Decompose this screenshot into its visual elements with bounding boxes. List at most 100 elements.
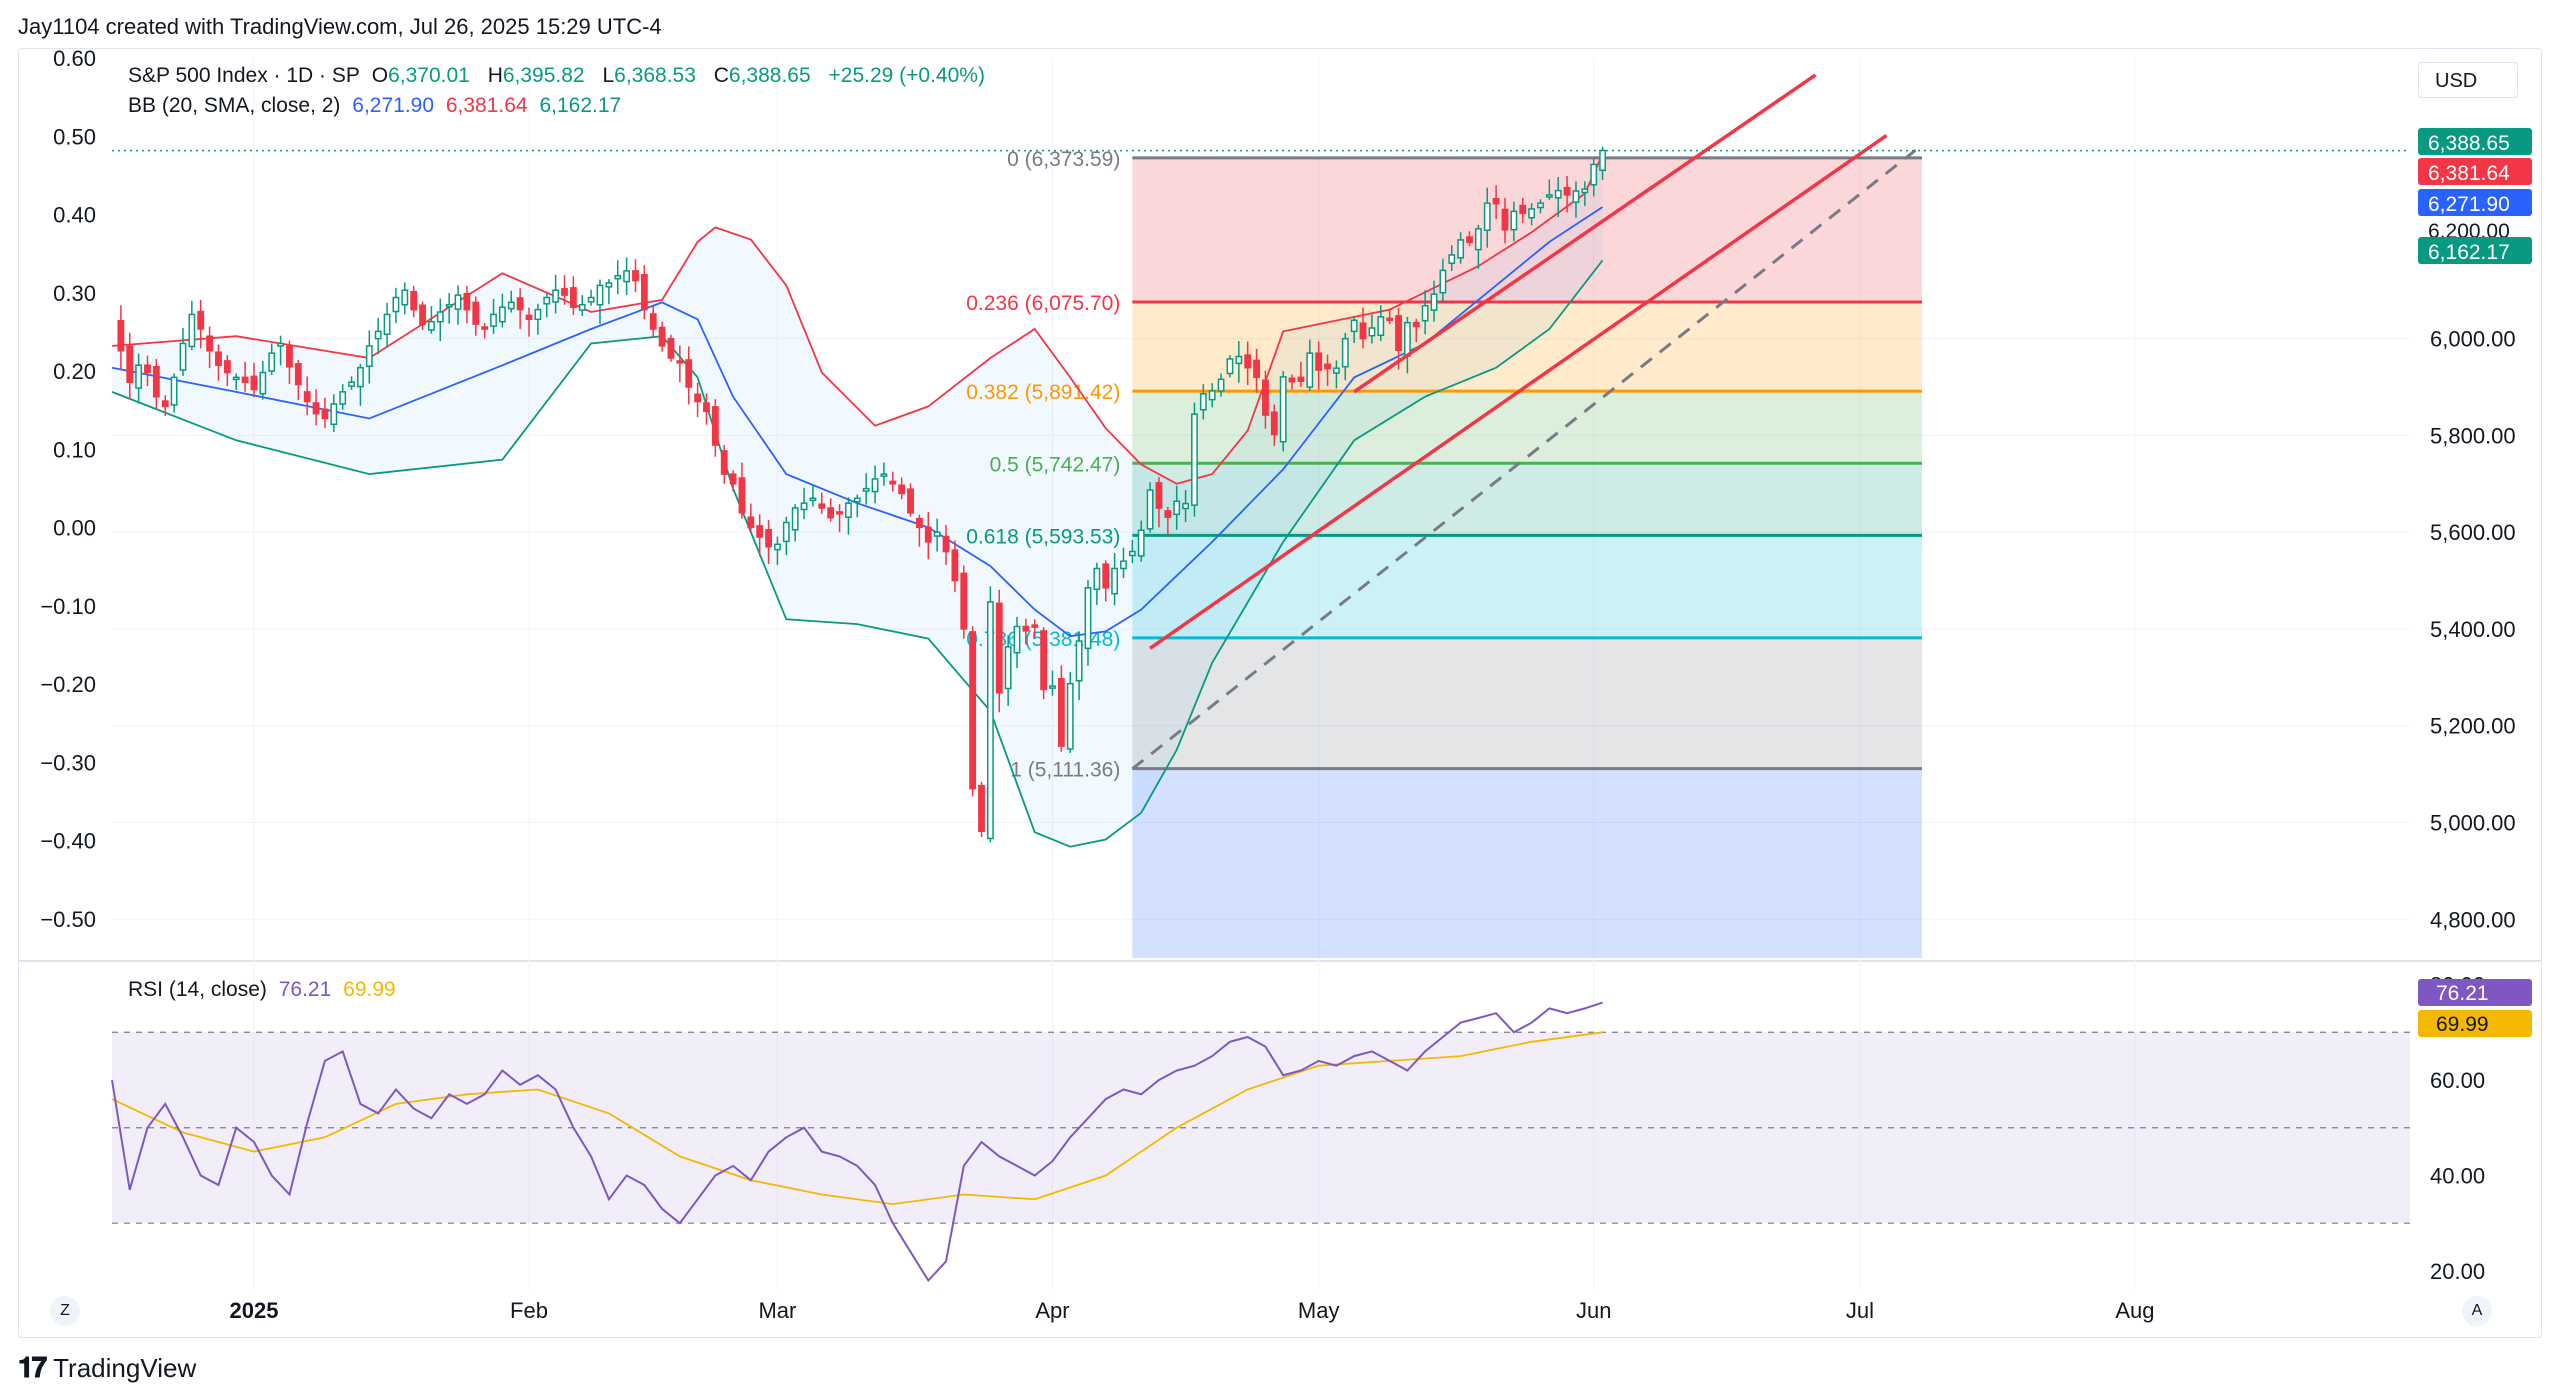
candle-body <box>1350 319 1358 333</box>
candle-body <box>703 402 710 412</box>
candle-body <box>516 297 524 311</box>
fib-zone <box>1132 535 1923 638</box>
rsi-label[interactable]: RSI (14, close) <box>128 978 267 1001</box>
price-badge <box>2418 189 2532 216</box>
candle-body <box>1128 550 1136 557</box>
candle-body <box>676 360 684 364</box>
left-axis-tick: 0.00 <box>53 516 96 541</box>
rsi-axis-tick: 40.00 <box>2430 1163 2485 1188</box>
candle-body <box>170 376 178 406</box>
price-badge <box>2418 128 2532 155</box>
currency-selector[interactable]: USD <box>2418 62 2518 98</box>
candle-body <box>1324 363 1331 370</box>
candle-body <box>809 497 817 502</box>
low-label: L <box>602 64 615 87</box>
candle-body <box>454 294 462 310</box>
candle-body <box>232 376 240 381</box>
candle-body <box>942 535 950 553</box>
price-axis-tick: 5,600.00 <box>2430 520 2516 545</box>
candle-body <box>1466 236 1473 244</box>
candle-body <box>472 301 480 325</box>
candle-body <box>1270 411 1278 436</box>
price-badge <box>2418 158 2532 185</box>
candle-body <box>1253 359 1260 379</box>
candle-body <box>1031 624 1039 628</box>
candle-body <box>1545 194 1553 198</box>
high-label: H <box>487 64 503 87</box>
candle-body <box>995 602 1003 694</box>
candle-body <box>1057 678 1065 747</box>
close-value: 6,388.65 <box>728 64 811 87</box>
brand-footer[interactable]: 𝟏𝟕 TradingView <box>18 1352 196 1385</box>
candle-body <box>303 391 311 403</box>
candle-body <box>1191 413 1198 506</box>
candle-body <box>632 270 639 282</box>
low-value: 6,368.53 <box>614 64 696 87</box>
candle-body <box>250 375 258 391</box>
fib-level-label: 0 (6,373.59) <box>1007 148 1120 171</box>
candle-body <box>223 360 231 374</box>
candle-body <box>924 526 932 543</box>
candle-body <box>543 296 551 305</box>
candle-body <box>1315 352 1323 371</box>
price-axis-tick: 5,800.00 <box>2430 423 2516 448</box>
candle-body <box>960 572 968 630</box>
candle-body <box>853 497 861 503</box>
open-value: 6,370.01 <box>388 64 470 87</box>
trendline-lower-channel <box>1149 133 1888 650</box>
candle-body <box>596 284 604 306</box>
left-axis-tick: 0.30 <box>53 281 96 306</box>
left-axis-tick: −0.40 <box>40 829 96 854</box>
candle-body <box>215 351 222 367</box>
brand-name: TradingView <box>53 1353 197 1383</box>
candle-body <box>1430 293 1438 311</box>
time-axis-tick: May <box>1298 1298 1340 1323</box>
candle-body <box>392 296 400 313</box>
candle-body <box>933 531 941 537</box>
auto-scale-button[interactable]: A <box>2462 1296 2492 1326</box>
candle-body <box>1581 188 1589 194</box>
candle-body <box>685 359 693 388</box>
left-axis-tick: −0.20 <box>40 672 96 697</box>
price-badge-label: 6,388.65 <box>2428 132 2510 155</box>
bb-basis-value: 6,271.90 <box>352 94 435 117</box>
candle-body <box>1395 315 1402 352</box>
auto-zoom-button[interactable]: Z <box>50 1296 80 1326</box>
candle-body <box>348 381 355 387</box>
change-value: +25.29 (+0.40%) <box>828 64 985 87</box>
candle-body <box>1386 317 1394 322</box>
rsi-axis-tick: 60.00 <box>2430 1068 2485 1093</box>
bb-label[interactable]: BB (20, SMA, close, 2) <box>128 94 341 117</box>
candle-body <box>640 274 648 311</box>
candle-body <box>1244 354 1252 369</box>
candle-body <box>649 313 657 330</box>
candle-body <box>161 400 169 408</box>
fib-zone <box>1132 463 1923 536</box>
price-axis-tick: 5,400.00 <box>2430 617 2516 642</box>
candle-body <box>1004 646 1012 690</box>
candle-body <box>587 296 595 303</box>
fib-zone-extension <box>1132 768 1923 958</box>
candle-body <box>1182 502 1189 510</box>
candle-body <box>1448 254 1456 264</box>
candle-body <box>1590 163 1598 186</box>
candle-body <box>1262 379 1269 416</box>
candle-body <box>915 517 923 529</box>
candle-body <box>1066 682 1074 750</box>
candle-body <box>1297 376 1305 382</box>
candle-body <box>1519 204 1527 215</box>
candle-body <box>1492 198 1500 205</box>
candle-body <box>774 543 781 551</box>
candle-body <box>898 484 906 495</box>
candle-body <box>498 306 506 323</box>
candle-body <box>907 488 914 514</box>
rsi-ma-value: 69.99 <box>343 978 396 1001</box>
symbol-label[interactable]: S&P 500 Index · 1D · SP <box>128 64 360 87</box>
candle-body <box>986 601 994 840</box>
candle-body <box>383 313 391 336</box>
candle-body <box>880 473 888 477</box>
fib-level-label: 0.5 (5,742.47) <box>990 453 1121 476</box>
candle-body <box>1075 640 1083 682</box>
high-value: 6,395.82 <box>502 64 585 87</box>
